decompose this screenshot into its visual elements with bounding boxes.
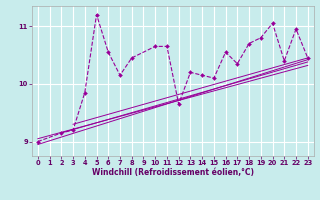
X-axis label: Windchill (Refroidissement éolien,°C): Windchill (Refroidissement éolien,°C) (92, 168, 254, 177)
